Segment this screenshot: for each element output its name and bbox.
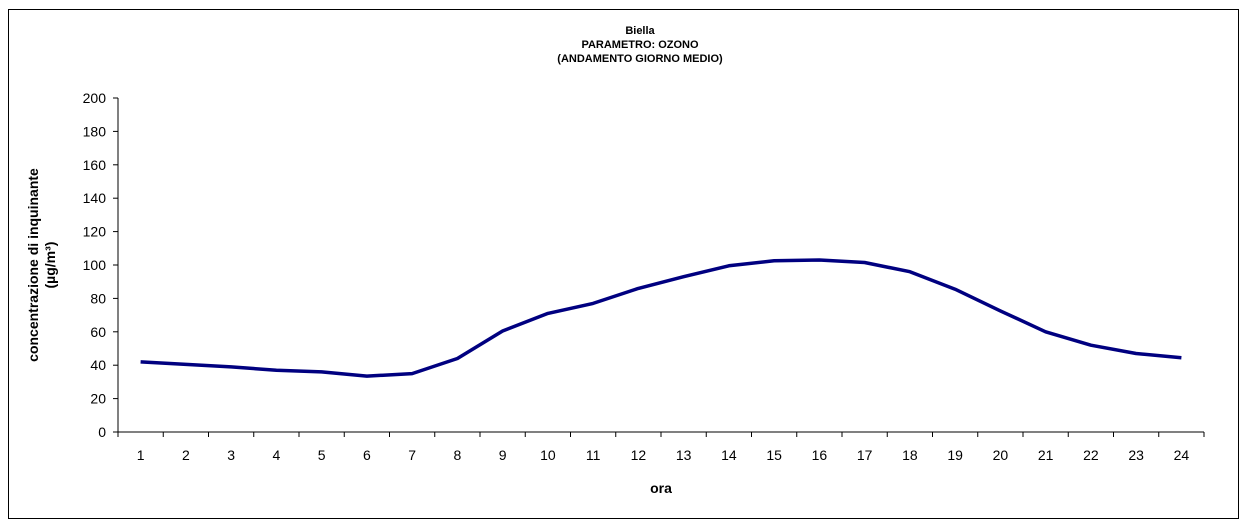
x-tick-label: 21	[1038, 447, 1054, 463]
x-tick-label: 23	[1128, 447, 1144, 463]
x-tick-label: 12	[631, 447, 647, 463]
y-axis-label-line: concentrazione di inquinante	[25, 168, 41, 362]
x-tick-label: 16	[812, 447, 828, 463]
x-tick-label: 22	[1083, 447, 1099, 463]
y-ticks: 0 20 40 60 80 100 120 140 160 180 200	[83, 90, 118, 440]
y-axis-label-line: (µg/m³)	[42, 242, 58, 289]
x-tick-label: 5	[318, 447, 326, 463]
x-tick-label: 8	[453, 447, 461, 463]
y-tick-label: 60	[90, 324, 106, 340]
series-line	[140, 258, 1182, 378]
x-tick-label: 10	[540, 447, 556, 463]
chart-frame	[8, 9, 1239, 519]
x-tick-label: 9	[499, 447, 507, 463]
x-tick-label: 13	[676, 447, 692, 463]
y-tick-label: 160	[83, 157, 107, 173]
chart-title-line: (ANDAMENTO GIORNO MEDIO)	[557, 53, 723, 65]
x-tick-label: 15	[766, 447, 782, 463]
chart-title: Biella PARAMETRO: OZONO (ANDAMENTO GIORNO …	[557, 25, 723, 65]
x-tick-label: 18	[902, 447, 918, 463]
y-tick-label: 80	[90, 290, 106, 306]
x-tick-label: 14	[721, 447, 737, 463]
x-tick-label: 4	[272, 447, 280, 463]
y-tick-label: 120	[83, 224, 107, 240]
chart-title-line: PARAMETRO: OZONO	[581, 39, 699, 51]
x-tick-label: 19	[947, 447, 963, 463]
y-tick-label: 20	[90, 391, 106, 407]
y-tick-label: 200	[83, 90, 107, 106]
x-tick-label: 6	[363, 447, 371, 463]
x-tick-label: 20	[993, 447, 1009, 463]
x-tick-label: 1	[137, 447, 145, 463]
x-tick-label: 24	[1174, 447, 1190, 463]
x-ticks: 1 2 3 4 5 6 7 8 9 10 11 12 13 14 15 16 17 18 19 20 21 22 23 24	[117, 432, 1205, 463]
x-tick-label: 7	[408, 447, 416, 463]
x-tick-label: 2	[182, 447, 190, 463]
x-tick-label: 11	[586, 447, 601, 463]
x-tick-label: 3	[227, 447, 235, 463]
y-tick-label: 0	[98, 424, 106, 440]
y-tick-label: 100	[83, 257, 107, 273]
y-tick-label: 40	[90, 357, 106, 373]
y-tick-label: 180	[83, 123, 107, 139]
y-tick-label: 140	[83, 190, 107, 206]
y-axis-label: concentrazione di inquinante (µg/m³)	[25, 168, 58, 362]
x-axis-label: ora	[650, 480, 672, 496]
x-tick-label: 17	[857, 447, 873, 463]
chart-title-line: Biella	[625, 25, 655, 37]
